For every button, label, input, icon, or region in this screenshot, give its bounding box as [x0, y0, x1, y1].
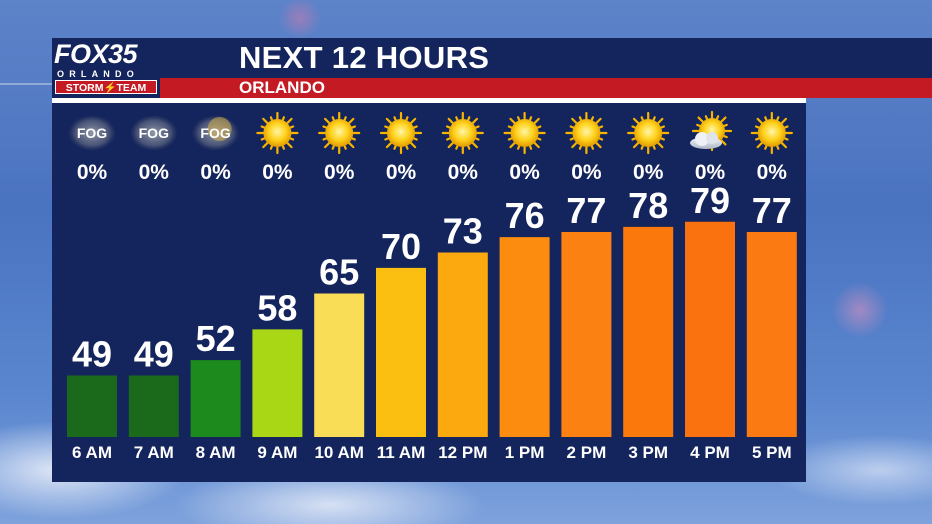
temperature-label: 78 — [628, 185, 668, 226]
precip-label: 0% — [139, 161, 170, 184]
sun-icon — [565, 111, 608, 155]
hour-label: 12 PM — [438, 443, 487, 462]
hour-label: 9 AM — [257, 443, 297, 462]
sun-icon — [441, 111, 484, 155]
sun-icon — [627, 111, 670, 155]
precip-label: 0% — [324, 161, 355, 184]
sun-icon — [318, 111, 361, 155]
fog-label: FOG — [139, 125, 169, 141]
logo-team: STORM⚡TEAM — [55, 80, 157, 94]
sun-icon — [379, 111, 423, 155]
temperature-label: 77 — [752, 190, 792, 231]
fog-icon: FOG — [191, 115, 240, 151]
divider-strip — [52, 98, 806, 103]
hour-label: 11 AM — [377, 443, 426, 462]
temperature-bar — [746, 232, 797, 437]
precip-label: 0% — [200, 161, 231, 184]
temperature-label: 49 — [134, 334, 174, 375]
hour-label: 8 AM — [196, 443, 236, 462]
temperature-label: 58 — [257, 287, 297, 328]
precip-label: 0% — [448, 161, 479, 184]
fog-icon: FOG — [68, 115, 116, 151]
temperature-bar — [190, 360, 241, 437]
temperature-bar — [128, 375, 179, 437]
temperature-label: 77 — [566, 190, 606, 231]
sun-icon — [256, 111, 299, 155]
precip-label: 0% — [509, 161, 540, 184]
page-title: NEXT 12 HOURS — [239, 40, 490, 75]
precip-label: 0% — [386, 161, 417, 184]
fog-label: FOG — [77, 125, 107, 141]
station-logo: FOX35 ORLANDO STORM⚡TEAM — [52, 38, 160, 98]
temperature-label: 49 — [72, 334, 112, 375]
temperature-bar — [252, 329, 303, 437]
temperature-bar — [561, 232, 612, 437]
temperature-bar — [685, 221, 735, 437]
temperature-bar — [376, 267, 426, 437]
temperature-bar — [623, 226, 674, 437]
logo-city: ORLANDO — [57, 69, 139, 79]
temperature-bar — [437, 252, 488, 437]
temperature-bar — [67, 375, 117, 437]
temperature-label: 79 — [690, 180, 730, 221]
precip-label: 0% — [571, 161, 602, 184]
hourly-temperature-chart: FOG 0% 49 6 AM FOG 0% 49 7 AM FOG 0% 52 8 AM 0% 58 9 A… — [67, 110, 797, 462]
precip-label: 0% — [262, 161, 293, 184]
sun-icon — [503, 111, 546, 155]
temperature-bar — [314, 293, 365, 437]
temperature-label: 73 — [443, 211, 483, 252]
precip-label: 0% — [757, 161, 788, 184]
hour-label: 6 AM — [72, 443, 112, 462]
subtitle-bar — [52, 78, 932, 98]
temperature-bar — [499, 237, 550, 437]
precip-label: 0% — [695, 161, 726, 184]
temperature-label: 65 — [319, 252, 359, 293]
precip-label: 0% — [77, 161, 108, 184]
header-bar — [52, 38, 932, 78]
hour-label: 1 PM — [505, 443, 545, 462]
precip-label: 0% — [633, 161, 664, 184]
hour-label: 7 AM — [134, 443, 174, 462]
hour-label: 5 PM — [752, 443, 792, 462]
fog-label: FOG — [200, 125, 230, 141]
partly-cloudy-icon — [690, 110, 733, 152]
logo-brand: FOX35 — [54, 39, 138, 69]
hour-label: 3 PM — [628, 443, 668, 462]
fog-icon: FOG — [129, 115, 178, 151]
hour-label: 4 PM — [690, 443, 730, 462]
temperature-label: 70 — [381, 226, 421, 267]
location-subtitle: ORLANDO — [239, 78, 325, 97]
sun-icon — [750, 111, 793, 155]
temperature-label: 76 — [505, 195, 545, 236]
temperature-label: 52 — [196, 318, 236, 359]
hour-label: 2 PM — [567, 443, 607, 462]
hour-label: 10 AM — [314, 443, 363, 462]
